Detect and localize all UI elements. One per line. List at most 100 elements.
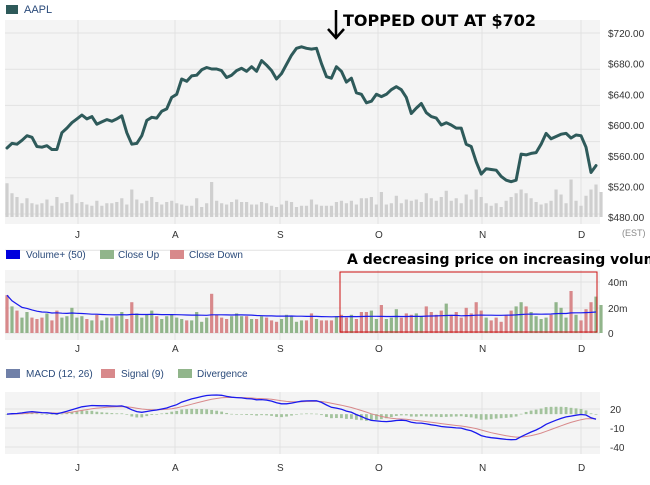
price-panel-volume-bar — [264, 203, 269, 217]
price-panel-volume-bar — [534, 202, 538, 217]
price-panel-volume-bar — [100, 205, 104, 217]
price-panel-volume-bar — [334, 202, 339, 217]
price-panel-volume-bar — [514, 193, 518, 217]
x-tick-label: J — [75, 463, 80, 474]
price-y-tick-label: $640.00 — [608, 90, 645, 101]
price-panel-volume-bar — [65, 202, 69, 217]
macd-divergence-bar — [115, 413, 119, 415]
macd-divergence-bar — [464, 414, 468, 418]
price-panel-volume-bar — [484, 203, 488, 217]
price-panel-volume-bar — [259, 202, 264, 217]
volume-bar-up — [414, 313, 418, 333]
volume-bar-up — [294, 321, 299, 333]
price-panel-volume-bar — [190, 205, 194, 217]
price-panel-volume-bar — [469, 199, 473, 217]
volume-bar-up — [444, 303, 448, 333]
volume-bar-up — [230, 316, 234, 333]
legend-label-aapl[interactable]: AAPL — [24, 4, 52, 16]
price-panel-volume-bar — [60, 203, 64, 217]
price-panel-volume-bar — [110, 203, 114, 217]
macd-divergence-bar — [40, 413, 44, 415]
legend-label-close-up[interactable]: Close Up — [118, 250, 160, 261]
volume-bar-up — [75, 317, 79, 333]
volume-bar-up — [10, 306, 14, 333]
volume-bar-up — [334, 316, 339, 333]
volume-bar-up — [289, 316, 294, 333]
macd-divergence-bar — [345, 414, 348, 419]
macd-divergence-bar — [539, 408, 543, 415]
legend-label-signal[interactable]: Signal (9) — [121, 369, 164, 380]
x-tick-label: D — [578, 344, 585, 355]
x-tick-label: O — [375, 230, 383, 241]
volume-bar-down — [504, 314, 508, 333]
volume-bar-up — [120, 312, 124, 333]
volume-bar-down — [434, 314, 438, 333]
macd-divergence-bar — [569, 407, 573, 415]
price-panel-volume-bar — [205, 203, 209, 217]
legend-label-close-down[interactable]: Close Down — [189, 250, 243, 261]
macd-divergence-bar — [589, 413, 593, 415]
volume-bar-up — [135, 313, 139, 333]
macd-divergence-bar — [330, 414, 333, 419]
macd-divergence-bar — [474, 414, 478, 419]
volume-bar-up — [284, 314, 289, 333]
volume-bar-up — [369, 310, 373, 333]
legend-label-macd[interactable]: MACD (12, 26) — [26, 369, 93, 380]
macd-divergence-bar — [270, 414, 273, 416]
macd-divergence-bar — [240, 414, 244, 415]
volume-bar-down — [130, 302, 134, 333]
price-panel-volume-bar — [359, 198, 363, 217]
price-series-line — [5, 45, 598, 184]
macd-divergence-bar — [300, 413, 303, 415]
price-panel-volume-bar — [220, 203, 224, 217]
macd-divergence-bar — [449, 414, 453, 417]
price-panel-volume-bar — [115, 202, 119, 217]
price-panel-volume-bar — [544, 203, 548, 217]
volume-bar-down — [85, 319, 89, 333]
annotation-topped-out: TOPPED OUT AT $702 — [343, 11, 536, 30]
price-panel-volume-bar — [185, 205, 189, 217]
price-panel-volume-bar — [429, 198, 433, 217]
price-panel-volume-bar — [419, 202, 423, 217]
volume-bar-down — [40, 317, 44, 333]
volume-bar-up — [529, 312, 533, 333]
price-y-tick-label: $680.00 — [608, 60, 645, 71]
macd-divergence-bar — [245, 414, 248, 415]
price-panel-volume-bar — [230, 202, 234, 217]
price-panel-volume-bar — [85, 204, 89, 217]
macd-divergence-bar — [165, 412, 169, 415]
volume-bar-down — [155, 316, 159, 333]
volume-bar-down — [50, 320, 54, 333]
x-tick-label: N — [479, 463, 486, 474]
price-panel-volume-bar — [140, 203, 144, 217]
legend-swatch-volume-ma — [6, 250, 20, 259]
volume-bar-up — [140, 317, 144, 333]
price-panel-volume-bar — [70, 194, 74, 217]
volume-bar-down — [474, 302, 478, 333]
volume-bar-up — [384, 319, 388, 333]
macd-legend: MACD (12, 26) Signal (9) Divergence — [6, 369, 248, 380]
x-tick-label: S — [277, 230, 284, 241]
legend-label-volume-ma[interactable]: Volume+ (50) — [26, 250, 86, 261]
macd-panel-background — [5, 392, 600, 454]
price-panel-volume-bar — [369, 197, 373, 217]
volume-bar-up — [235, 313, 239, 333]
volume-bar-down — [494, 317, 498, 333]
volume-bar-up — [65, 316, 69, 333]
volume-bar-up — [514, 306, 518, 333]
macd-divergence-bar — [160, 413, 164, 415]
price-panel-volume-bar — [45, 199, 49, 217]
price-panel-volume-bar — [225, 204, 229, 217]
volume-bar-up — [279, 319, 284, 333]
macd-divergence-bar — [504, 414, 508, 418]
volume-bar-down — [15, 310, 19, 333]
price-panel-volume-bar — [284, 200, 289, 217]
volume-bar-up — [45, 313, 49, 333]
volume-bar-up — [25, 312, 29, 333]
legend-label-divergence[interactable]: Divergence — [197, 369, 248, 380]
price-panel-volume-bar — [554, 189, 558, 217]
macd-divergence-bar — [145, 414, 149, 417]
macd-divergence-bar — [280, 414, 283, 418]
